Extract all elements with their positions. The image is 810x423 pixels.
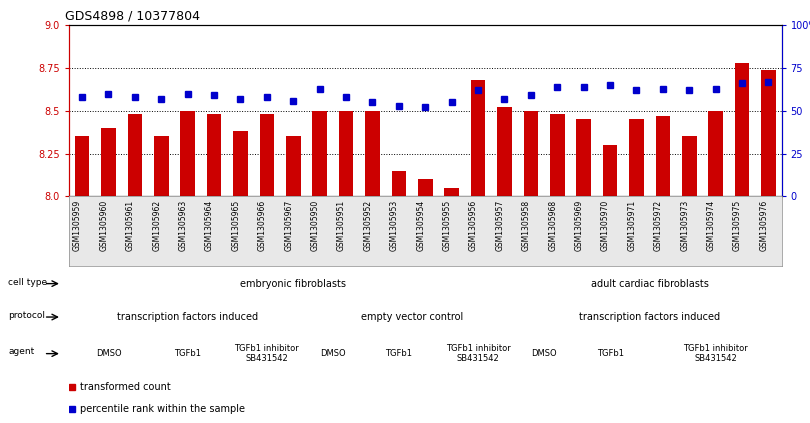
- Bar: [735, 63, 749, 196]
- Text: DMSO: DMSO: [96, 349, 122, 358]
- Bar: [471, 80, 485, 196]
- Text: GSM1305955: GSM1305955: [442, 200, 452, 251]
- Text: GSM1305956: GSM1305956: [469, 200, 478, 251]
- Text: transcription factors induced: transcription factors induced: [579, 312, 720, 322]
- Bar: [101, 128, 116, 196]
- Text: transformed count: transformed count: [80, 382, 171, 392]
- Bar: [313, 111, 327, 196]
- Bar: [391, 170, 406, 196]
- Text: GSM1305974: GSM1305974: [706, 200, 716, 251]
- Text: GSM1305971: GSM1305971: [628, 200, 637, 251]
- Text: GSM1305966: GSM1305966: [258, 200, 266, 251]
- Text: empty vector control: empty vector control: [361, 312, 463, 322]
- Text: adult cardiac fibroblasts: adult cardiac fibroblasts: [590, 279, 709, 288]
- Text: TGFb1 inhibitor
SB431542: TGFb1 inhibitor SB431542: [234, 344, 299, 363]
- Text: GSM1305968: GSM1305968: [548, 200, 557, 251]
- Text: GSM1305951: GSM1305951: [337, 200, 346, 251]
- Text: DMSO: DMSO: [531, 349, 556, 358]
- Text: DMSO: DMSO: [320, 349, 346, 358]
- Text: GSM1305975: GSM1305975: [733, 200, 742, 251]
- Text: GSM1305958: GSM1305958: [522, 200, 531, 251]
- Bar: [128, 114, 142, 196]
- Text: GDS4898 / 10377804: GDS4898 / 10377804: [66, 10, 200, 23]
- Bar: [365, 111, 380, 196]
- Text: GSM1305957: GSM1305957: [496, 200, 505, 251]
- Text: GSM1305976: GSM1305976: [760, 200, 769, 251]
- Text: GSM1305969: GSM1305969: [574, 200, 584, 251]
- Text: GSM1305961: GSM1305961: [126, 200, 134, 251]
- Text: GSM1305964: GSM1305964: [205, 200, 214, 251]
- Text: GSM1305970: GSM1305970: [601, 200, 610, 251]
- Text: agent: agent: [8, 347, 34, 356]
- Text: GSM1305952: GSM1305952: [364, 200, 373, 251]
- Text: TGFb1: TGFb1: [174, 349, 201, 358]
- Bar: [75, 137, 89, 196]
- Text: TGFb1 inhibitor
SB431542: TGFb1 inhibitor SB431542: [684, 344, 748, 363]
- Bar: [655, 116, 670, 196]
- Text: TGFb1: TGFb1: [596, 349, 624, 358]
- Bar: [709, 111, 723, 196]
- Bar: [523, 111, 538, 196]
- Text: GSM1305963: GSM1305963: [179, 200, 188, 251]
- Bar: [181, 111, 195, 196]
- Text: GSM1305965: GSM1305965: [232, 200, 241, 251]
- Bar: [154, 137, 168, 196]
- Text: GSM1305950: GSM1305950: [311, 200, 320, 251]
- Text: TGFb1 inhibitor
SB431542: TGFb1 inhibitor SB431542: [446, 344, 510, 363]
- Text: GSM1305972: GSM1305972: [654, 200, 663, 251]
- Bar: [629, 119, 644, 196]
- Bar: [207, 114, 221, 196]
- Text: percentile rank within the sample: percentile rank within the sample: [80, 404, 245, 414]
- Bar: [603, 145, 617, 196]
- Bar: [550, 114, 565, 196]
- Text: GSM1305962: GSM1305962: [152, 200, 161, 251]
- Text: GSM1305960: GSM1305960: [100, 200, 109, 251]
- Bar: [577, 119, 591, 196]
- Text: TGFb1: TGFb1: [386, 349, 412, 358]
- Text: GSM1305967: GSM1305967: [284, 200, 293, 251]
- Text: GSM1305959: GSM1305959: [73, 200, 82, 251]
- Bar: [286, 137, 301, 196]
- Text: GSM1305954: GSM1305954: [416, 200, 425, 251]
- Text: transcription factors induced: transcription factors induced: [117, 312, 258, 322]
- Bar: [339, 111, 353, 196]
- Bar: [682, 137, 697, 196]
- Bar: [418, 179, 433, 196]
- Bar: [233, 131, 248, 196]
- Text: embryonic fibroblasts: embryonic fibroblasts: [241, 279, 346, 288]
- Bar: [761, 70, 776, 196]
- Text: GSM1305973: GSM1305973: [680, 200, 689, 251]
- Bar: [259, 114, 274, 196]
- Bar: [445, 188, 459, 196]
- Text: cell type: cell type: [8, 277, 47, 286]
- Text: protocol: protocol: [8, 311, 45, 320]
- Text: GSM1305953: GSM1305953: [390, 200, 399, 251]
- Bar: [497, 107, 512, 196]
